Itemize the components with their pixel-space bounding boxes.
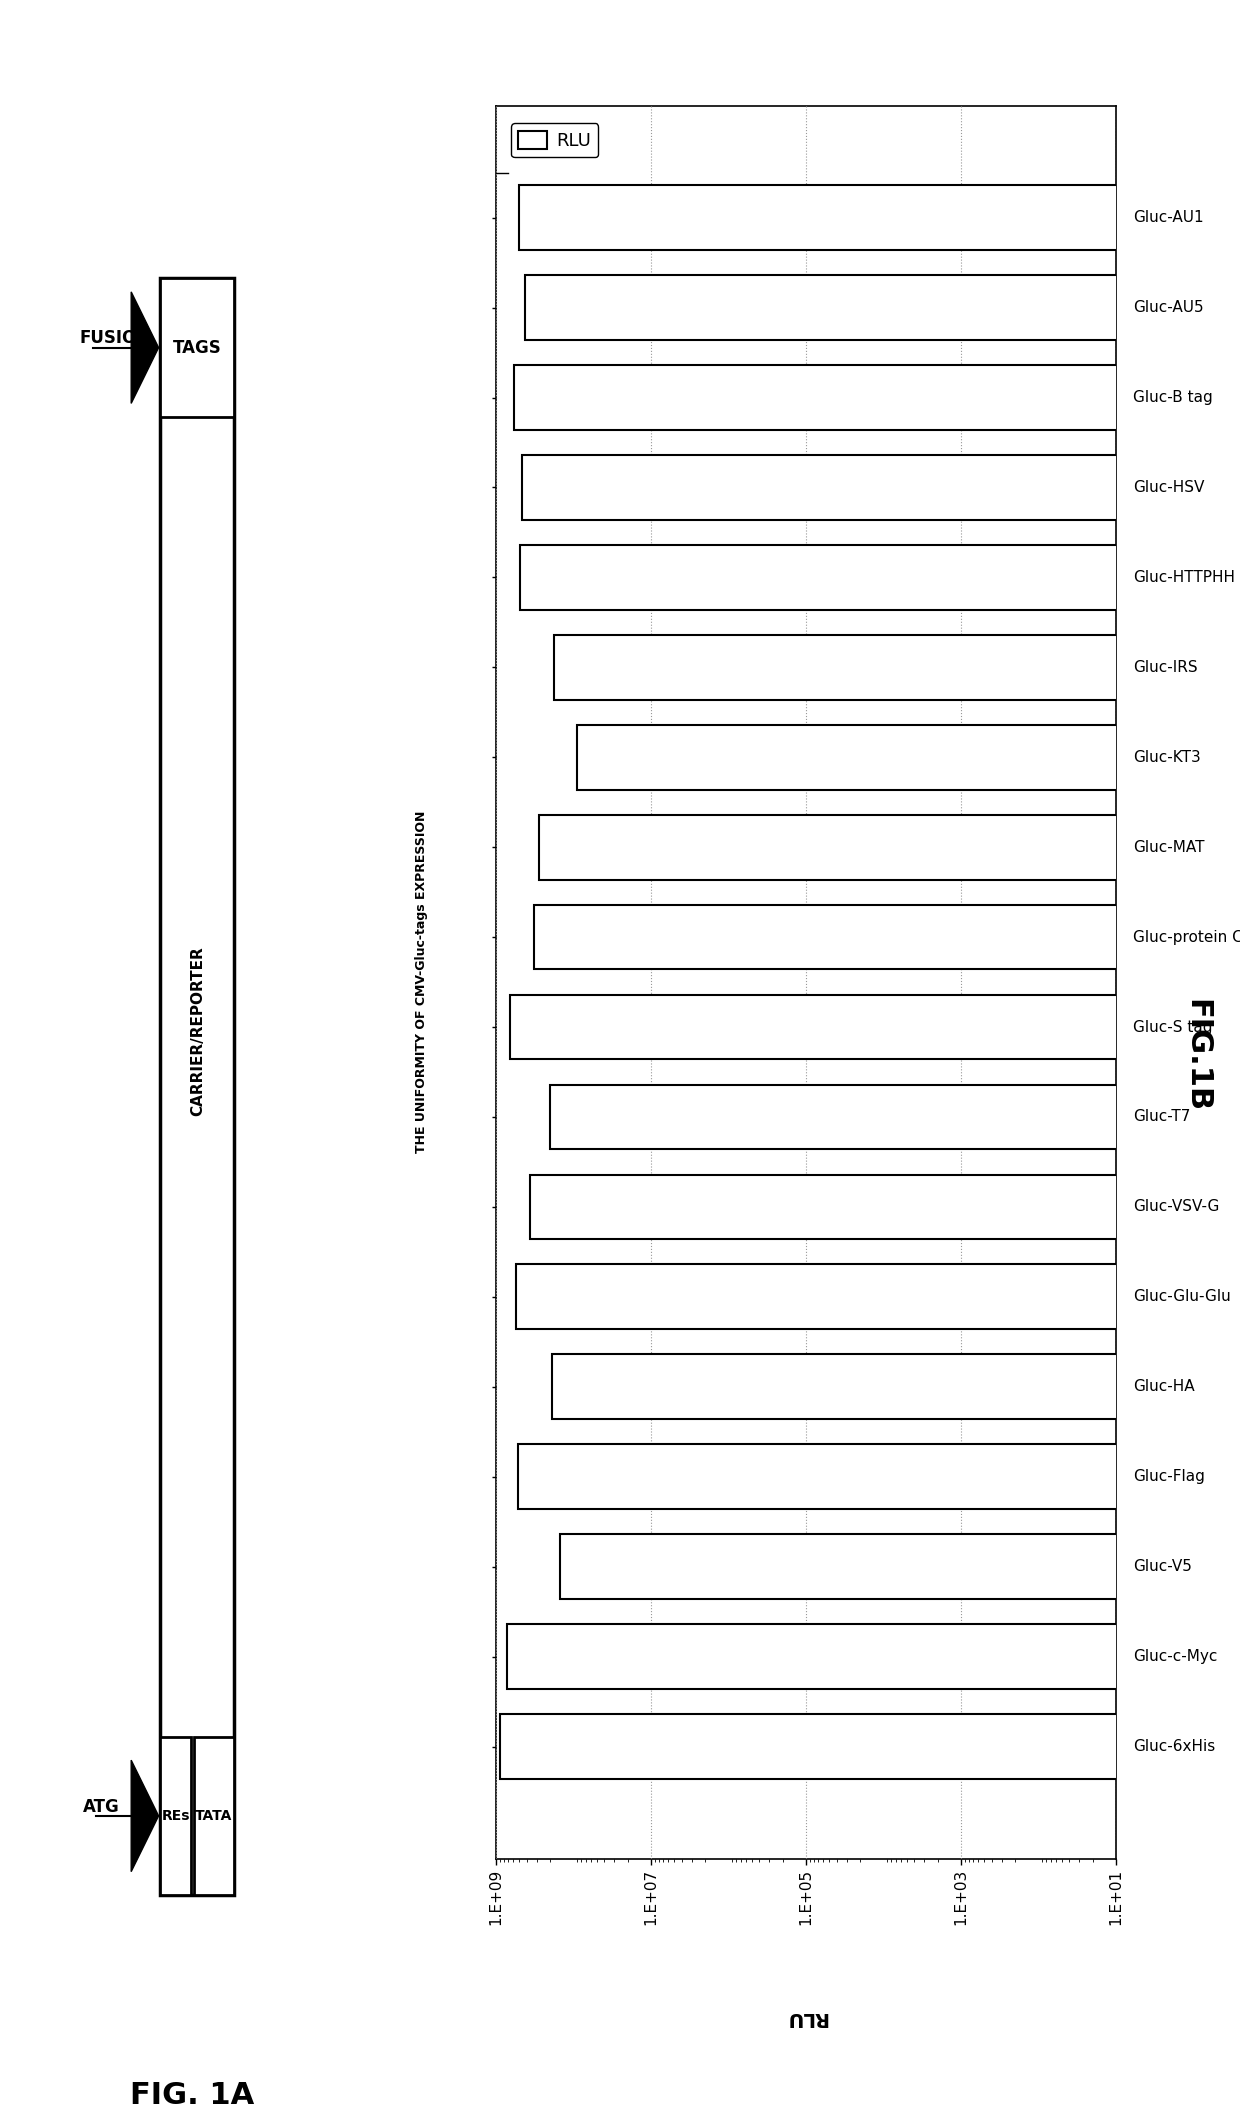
Text: Gluc-Flag: Gluc-Flag bbox=[1133, 1470, 1205, 1485]
Bar bbox=[160, 1736, 191, 1894]
Bar bbox=[526, 275, 1240, 340]
Text: FIG.1B: FIG.1B bbox=[1182, 999, 1211, 1113]
Text: Gluc-protein C: Gluc-protein C bbox=[1133, 929, 1240, 944]
Bar bbox=[518, 1445, 1240, 1510]
Bar bbox=[522, 454, 1240, 520]
Bar bbox=[160, 279, 234, 1894]
Bar bbox=[552, 1354, 1240, 1419]
Bar bbox=[520, 545, 1240, 610]
Text: Gluc-c-Myc: Gluc-c-Myc bbox=[1133, 1649, 1218, 1664]
Text: ATG: ATG bbox=[83, 1797, 119, 1816]
Bar bbox=[516, 1265, 1240, 1328]
Text: Gluc-Glu-Glu: Gluc-Glu-Glu bbox=[1133, 1288, 1231, 1305]
Text: Gluc-AU5: Gluc-AU5 bbox=[1133, 300, 1204, 315]
Bar bbox=[539, 815, 1240, 879]
Text: Gluc-HSV: Gluc-HSV bbox=[1133, 479, 1204, 494]
Text: Gluc-V5: Gluc-V5 bbox=[1133, 1559, 1192, 1573]
Bar bbox=[559, 1533, 1240, 1599]
Polygon shape bbox=[131, 1759, 159, 1871]
Bar bbox=[520, 186, 1240, 249]
Bar bbox=[577, 724, 1240, 790]
Text: Gluc-VSV-G: Gluc-VSV-G bbox=[1133, 1200, 1220, 1214]
Bar bbox=[511, 995, 1240, 1060]
Text: Gluc-HA: Gluc-HA bbox=[1133, 1379, 1195, 1394]
Bar bbox=[551, 1086, 1240, 1149]
Text: TAGS: TAGS bbox=[172, 338, 222, 357]
Text: Gluc-B tag: Gluc-B tag bbox=[1133, 391, 1213, 406]
Polygon shape bbox=[131, 291, 159, 403]
Bar bbox=[507, 1624, 1240, 1690]
Bar bbox=[515, 365, 1240, 431]
Text: Gluc-S tag: Gluc-S tag bbox=[1133, 1020, 1213, 1035]
Text: CARRIER/REPORTER: CARRIER/REPORTER bbox=[190, 946, 205, 1115]
Bar bbox=[531, 1174, 1240, 1240]
Text: REs: REs bbox=[161, 1808, 190, 1823]
Bar bbox=[193, 1736, 234, 1894]
Text: Gluc-MAT: Gluc-MAT bbox=[1133, 841, 1205, 855]
Text: FUSION: FUSION bbox=[79, 329, 151, 346]
Legend: RLU: RLU bbox=[511, 122, 599, 156]
Bar bbox=[534, 904, 1240, 969]
Text: Gluc-KT3: Gluc-KT3 bbox=[1133, 750, 1202, 765]
Text: RLU: RLU bbox=[785, 2009, 827, 2028]
Text: Gluc-6xHis: Gluc-6xHis bbox=[1133, 1738, 1215, 1753]
Bar bbox=[500, 1715, 1240, 1778]
Text: Gluc-AU1: Gluc-AU1 bbox=[1133, 211, 1204, 226]
Text: FIG. 1A: FIG. 1A bbox=[130, 2080, 254, 2110]
Text: Gluc-T7: Gluc-T7 bbox=[1133, 1109, 1190, 1124]
Text: TATA: TATA bbox=[195, 1808, 233, 1823]
Text: Gluc-IRS: Gluc-IRS bbox=[1133, 659, 1198, 676]
Text: THE UNIFORMITY OF CMV-Gluc-tags EXPRESSION: THE UNIFORMITY OF CMV-Gluc-tags EXPRESSI… bbox=[415, 811, 428, 1153]
Text: Gluc-HTTPHH: Gluc-HTTPHH bbox=[1133, 570, 1235, 585]
Bar bbox=[160, 279, 234, 418]
Bar bbox=[554, 636, 1240, 699]
